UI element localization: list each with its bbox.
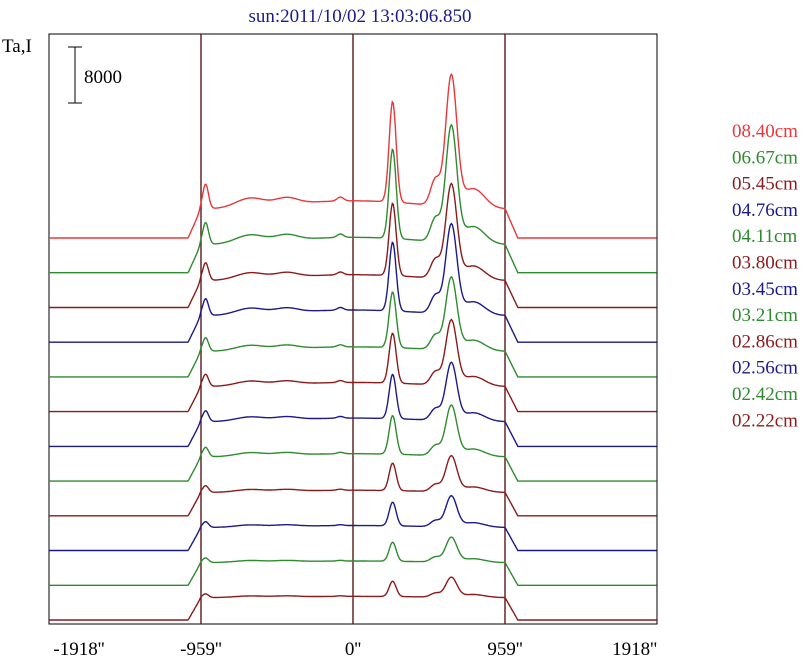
series-line-1	[49, 123, 657, 274]
series-line-6	[49, 361, 657, 448]
legend-entry: 02.42cm	[732, 384, 798, 405]
vertical-reference-lines	[200, 34, 506, 624]
series-line-9	[49, 494, 657, 552]
series-line-5	[49, 318, 657, 413]
x-tick-labels: -1918'' -959'' 0'' 959'' 1918''	[53, 639, 657, 660]
legend: 08.40cm 06.67cm 05.45cm 04.76cm 04.11cm 03.80…	[732, 121, 798, 431]
x-tick-label: -1918''	[53, 639, 104, 660]
legend-entry: 02.86cm	[732, 331, 798, 352]
x-tick-label: -959''	[180, 639, 222, 660]
legend-entry: 05.45cm	[732, 174, 798, 195]
scale-bar-label: 8000	[84, 67, 122, 88]
legend-entry: 04.11cm	[732, 226, 797, 247]
chart-title: sun:2011/10/02 13:03:06.850	[248, 6, 471, 27]
scale-bar: 8000	[68, 46, 122, 104]
x-tick-label: 959''	[487, 639, 522, 660]
series-lines	[49, 72, 657, 621]
series-line-10	[49, 536, 657, 586]
legend-entry: 02.56cm	[732, 358, 798, 379]
series-line-3	[49, 222, 657, 343]
y-axis-label: Ta,I	[2, 36, 32, 57]
legend-entry: 03.45cm	[732, 279, 798, 300]
series-line-2	[49, 182, 657, 309]
legend-entry: 03.80cm	[732, 253, 798, 274]
series-line-11	[49, 576, 657, 621]
series-line-0	[49, 72, 657, 239]
legend-entry: 04.76cm	[732, 200, 798, 221]
legend-entry: 02.22cm	[732, 410, 798, 431]
series-line-8	[49, 454, 657, 517]
series-line-7	[49, 404, 657, 482]
legend-entry: 08.40cm	[732, 121, 798, 142]
x-tick-label: 0''	[345, 639, 361, 660]
x-tick-label: 1918''	[612, 639, 657, 660]
legend-entry: 03.21cm	[732, 305, 798, 326]
legend-entry: 06.67cm	[732, 147, 798, 168]
series-line-4	[49, 275, 657, 378]
